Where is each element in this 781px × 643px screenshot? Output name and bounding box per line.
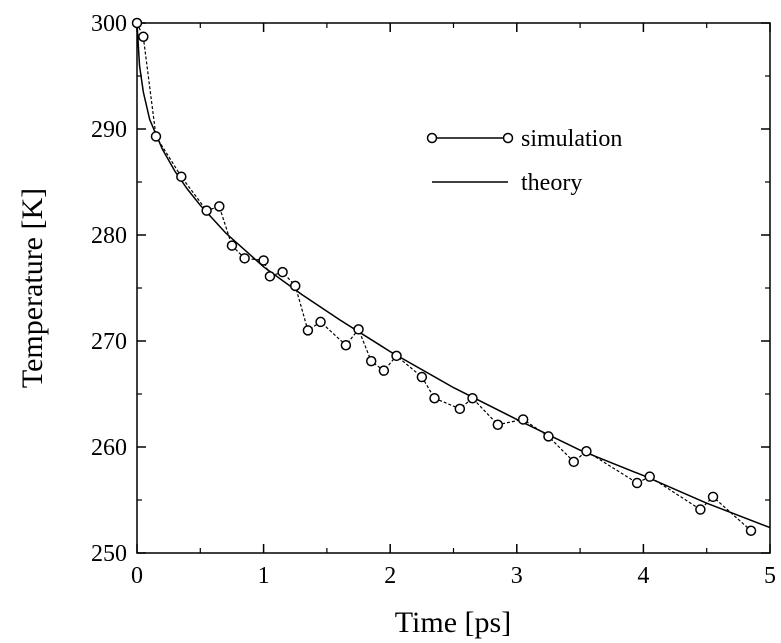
x-tick-label: 2 xyxy=(384,563,396,589)
simulation-point xyxy=(290,280,301,292)
simulation-point xyxy=(644,471,655,482)
simulation-point xyxy=(454,403,466,415)
axis-ticks: 0 1 2 3 4 5 250 260 270 280 290 300 xyxy=(91,11,776,589)
simulation-point xyxy=(150,131,162,142)
simulation-point xyxy=(138,31,149,43)
simulation-point xyxy=(517,414,529,425)
series-simulation-line xyxy=(136,22,752,532)
simulation-point xyxy=(429,392,440,404)
simulation-point xyxy=(264,271,276,282)
simulation-point xyxy=(631,477,643,489)
simulation-point xyxy=(543,431,554,442)
simulation-point xyxy=(467,392,478,404)
x-tick-label: 0 xyxy=(131,563,143,589)
simulation-point xyxy=(176,171,187,182)
simulation-point xyxy=(378,365,390,376)
simulation-point xyxy=(214,201,225,212)
simulation-point xyxy=(581,445,592,457)
simulation-point xyxy=(707,491,719,503)
legend-simulation-marker-left xyxy=(426,132,438,144)
simulation-point xyxy=(416,371,428,383)
simulation-point xyxy=(391,350,402,362)
simulation-point xyxy=(201,205,212,216)
simulation-point xyxy=(745,525,757,536)
simulation-point xyxy=(340,339,352,351)
series-theory-line xyxy=(136,22,771,529)
simulation-point xyxy=(131,17,143,29)
y-tick-label: 260 xyxy=(91,435,127,461)
x-tick-label: 3 xyxy=(511,563,523,589)
y-tick-label: 300 xyxy=(91,11,127,37)
x-tick-label: 5 xyxy=(764,563,776,589)
simulation-point xyxy=(315,316,326,328)
y-tick-label: 250 xyxy=(91,541,127,567)
legend-simulation-label: simulation xyxy=(521,126,622,152)
plot-frame xyxy=(136,22,771,554)
simulation-point xyxy=(226,240,238,251)
simulation-point xyxy=(302,325,314,336)
y-tick-label: 290 xyxy=(91,117,127,143)
legend-simulation-marker-right xyxy=(502,132,514,144)
y-axis-title: Temperature [K] xyxy=(16,188,49,388)
simulation-point xyxy=(239,253,250,264)
x-tick-label: 4 xyxy=(637,563,649,589)
series-layer xyxy=(131,17,771,536)
simulation-point xyxy=(258,255,269,266)
simulation-point xyxy=(492,419,504,430)
x-tick-label: 1 xyxy=(258,563,270,589)
simulation-point xyxy=(277,266,288,278)
x-axis-title: Time [ps] xyxy=(395,606,511,639)
simulation-point xyxy=(695,504,706,515)
legend-theory-label: theory xyxy=(521,170,582,196)
y-tick-label: 280 xyxy=(91,223,127,249)
simulation-point xyxy=(353,324,364,335)
legend: simulation theory xyxy=(426,126,622,196)
simulation-point xyxy=(365,355,377,367)
simulation-point xyxy=(568,456,580,468)
y-tick-label: 270 xyxy=(91,329,127,355)
